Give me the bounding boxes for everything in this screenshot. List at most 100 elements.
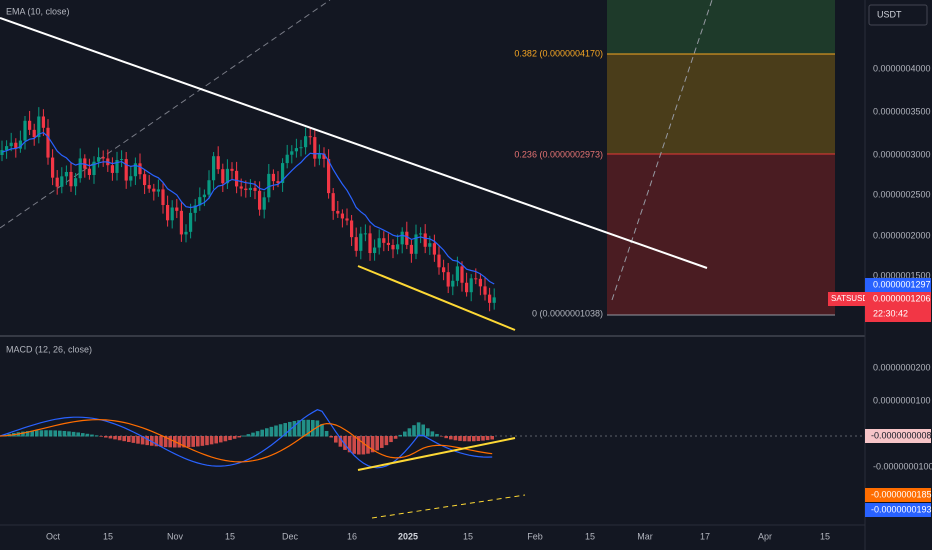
candle — [115, 160, 119, 173]
candle — [41, 116, 45, 128]
hist-bar — [490, 436, 494, 440]
hist-bar — [223, 436, 228, 442]
hist-bar — [481, 436, 485, 441]
hist-bar — [426, 428, 430, 437]
candle — [359, 233, 363, 251]
hist-bar — [127, 436, 131, 443]
candle — [446, 272, 450, 287]
hist-bar — [449, 436, 453, 440]
candle — [60, 176, 64, 187]
hist-bar — [113, 436, 117, 440]
candle — [474, 278, 478, 280]
candle — [345, 218, 349, 221]
candle — [101, 157, 105, 159]
hist-bar — [297, 420, 301, 437]
candle — [143, 174, 147, 186]
hist-bar — [90, 434, 94, 437]
candle — [294, 148, 298, 152]
hist-bar — [104, 436, 108, 438]
hist-bar — [35, 430, 39, 437]
candle — [55, 177, 59, 187]
hist-bar — [39, 430, 44, 437]
hist-bar — [214, 436, 218, 444]
hist-bar — [472, 436, 476, 442]
candle — [363, 233, 367, 235]
candle — [271, 173, 275, 182]
candle — [193, 205, 197, 213]
hist-bar — [315, 420, 320, 437]
candle — [156, 189, 160, 192]
hist-bar — [255, 431, 260, 437]
hist-bar — [205, 436, 209, 446]
hist-bar — [301, 419, 306, 437]
hist-bar — [30, 430, 34, 437]
hist-bar — [140, 436, 145, 445]
hist-bar — [343, 436, 347, 450]
hist-bar — [269, 426, 274, 437]
candle — [207, 180, 211, 195]
hist-bar — [228, 436, 232, 441]
price-label: 0.0000004000 — [873, 63, 931, 73]
candle — [460, 266, 464, 283]
candle — [87, 168, 91, 176]
hist-bar — [25, 431, 30, 437]
fib-label: 0.236 (0.0000002973) — [514, 149, 603, 159]
hist-bar — [324, 430, 329, 437]
hist-bar — [117, 436, 122, 441]
candle — [129, 176, 133, 181]
hist-bar — [274, 425, 278, 437]
hist-bar — [260, 429, 264, 437]
hist-bar — [467, 436, 471, 442]
candle — [386, 242, 390, 245]
currency-button[interactable] — [868, 4, 928, 26]
hist-bar — [108, 436, 113, 439]
candle — [405, 231, 409, 245]
candle — [69, 171, 73, 187]
trend-line — [0, 17, 708, 269]
hist-bar — [21, 431, 25, 437]
candle — [147, 185, 151, 189]
indicator-label: MACD (12, 26, close) — [6, 344, 92, 354]
candle — [350, 220, 354, 238]
candle — [170, 207, 174, 221]
candle — [46, 127, 50, 158]
time-label: 16 — [347, 531, 357, 541]
signal-tag — [865, 488, 931, 502]
hist-bar — [338, 436, 343, 447]
candle — [161, 189, 165, 205]
candle — [276, 181, 280, 183]
candle — [175, 207, 179, 211]
hist-bar — [265, 428, 269, 437]
candle — [202, 194, 206, 198]
candle — [5, 146, 9, 151]
candle — [290, 151, 294, 155]
price-axis — [865, 0, 932, 550]
candle — [244, 188, 248, 191]
candle — [391, 244, 395, 250]
candle — [285, 154, 289, 164]
candle — [212, 156, 216, 181]
hist-bar — [81, 433, 85, 437]
hist-bar — [389, 436, 393, 443]
price-label: 0.0000001500 — [873, 270, 931, 280]
hist-bar — [407, 428, 412, 437]
hist-bar — [398, 434, 402, 437]
candle — [37, 116, 41, 138]
candle — [322, 153, 326, 159]
candle — [124, 159, 128, 181]
macd-label: 0.0000000200 — [873, 362, 931, 372]
candle — [373, 247, 377, 254]
candle — [382, 238, 386, 243]
macd-trend — [357, 437, 516, 471]
candle — [216, 156, 220, 170]
candle — [419, 233, 423, 235]
candle — [97, 157, 101, 162]
hist-bar — [347, 436, 352, 453]
candle — [455, 266, 459, 281]
hist-bar — [403, 431, 407, 437]
currency[interactable]: USDT — [877, 9, 902, 19]
hist-bar — [196, 436, 200, 447]
candle — [313, 137, 317, 159]
time-label: Dec — [282, 531, 299, 541]
